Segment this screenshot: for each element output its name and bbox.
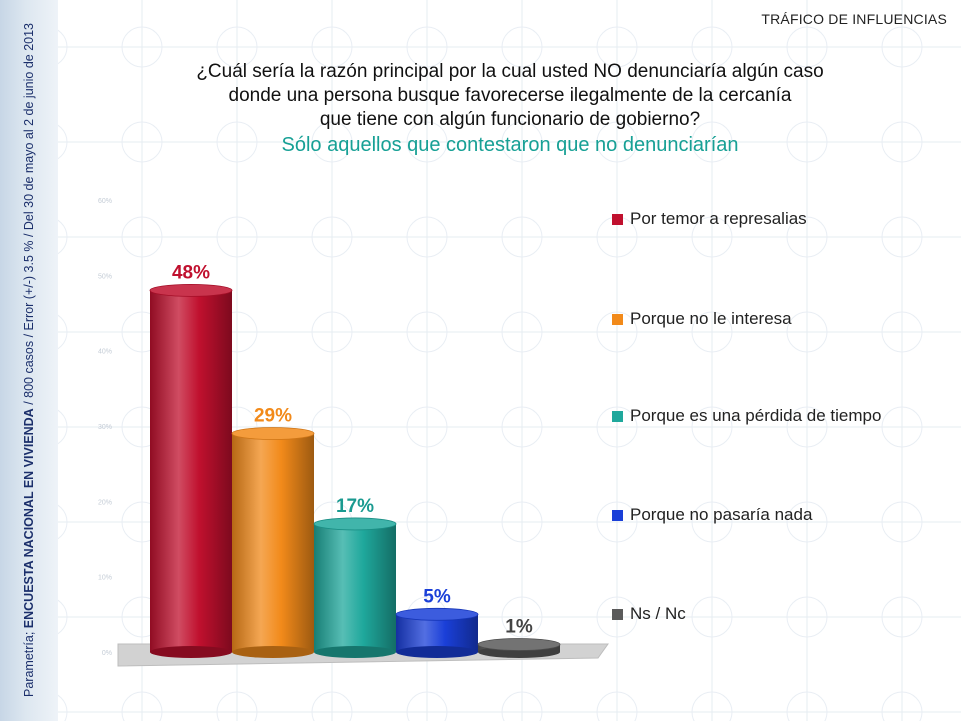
bar-top	[395, 607, 479, 621]
question-line: donde una persona busque favorecerse ile…	[228, 85, 792, 106]
legend-swatch	[612, 313, 623, 325]
sidebar: Parametría; ENCUESTA NACIONAL EN VIVIEND…	[0, 0, 58, 721]
legend-swatch	[612, 509, 623, 521]
section-label: TRÁFICO DE INFLUENCIAS	[761, 11, 947, 27]
bar-base	[396, 646, 478, 658]
data-label: 29%	[254, 406, 292, 427]
y-tick-label: 40%	[98, 349, 112, 356]
legend-swatch	[612, 608, 623, 620]
legend-swatch	[612, 213, 623, 225]
question: ¿Cuál sería la razón principal por la cu…	[150, 60, 870, 132]
data-label: 1%	[505, 616, 533, 637]
legend-label: Porque no le interesa	[630, 309, 792, 328]
legend-item: Porque no pasaría nada	[612, 505, 812, 525]
question-line: que tiene con algún funcionario de gobie…	[319, 109, 701, 130]
legend-item: Por temor a represalias	[612, 209, 807, 229]
bar-top	[231, 427, 315, 440]
y-tick-label: 50%	[98, 273, 112, 280]
data-label: 48%	[172, 262, 210, 283]
bar-base	[232, 646, 314, 658]
data-label: 17%	[336, 496, 374, 517]
y-tick-label: 20%	[98, 499, 112, 506]
bar	[232, 433, 314, 652]
legend-label: Porque no pasaría nada	[630, 505, 813, 524]
legend-label: Por temor a represalias	[630, 209, 807, 228]
bar-top	[477, 638, 561, 651]
data-label: 5%	[423, 586, 451, 607]
y-tick-label: 10%	[98, 575, 112, 582]
legend-swatch	[612, 410, 623, 422]
legend-item: Porque no le interesa	[612, 309, 792, 329]
y-tick-label: 30%	[98, 424, 112, 431]
legend-label: Porque es una pérdida de tiempo	[630, 406, 882, 425]
bar-base	[150, 646, 232, 658]
legend-label: Ns / Nc	[630, 604, 686, 623]
bar-top	[149, 283, 233, 297]
y-tick-label: 60%	[98, 198, 112, 205]
bar	[150, 290, 232, 652]
bar	[314, 523, 396, 652]
bar-base	[314, 646, 396, 658]
legend-item: Porque es una pérdida de tiempo	[612, 406, 881, 426]
legend-item: Ns / Nc	[612, 604, 686, 624]
y-tick-label: 0%	[102, 650, 112, 657]
bar-top	[313, 517, 397, 531]
subtitle: Sólo aquellos que contestaron que no den…	[281, 134, 739, 156]
question-line: ¿Cuál sería la razón principal por la cu…	[196, 61, 824, 82]
